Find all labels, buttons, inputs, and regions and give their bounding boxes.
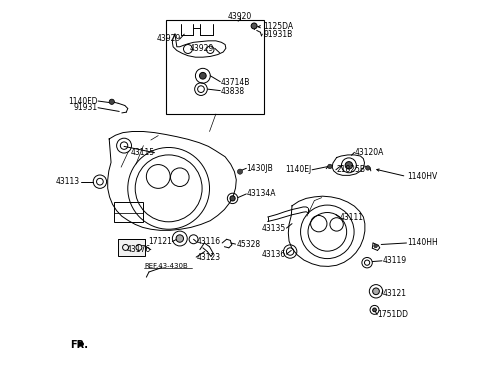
Polygon shape [80, 342, 83, 346]
Text: 21825B: 21825B [336, 165, 366, 174]
Text: 1140HH: 1140HH [407, 238, 438, 247]
Text: 1125DA: 1125DA [264, 22, 294, 31]
Text: 43135: 43135 [262, 224, 286, 233]
Text: 43920: 43920 [228, 12, 252, 21]
Circle shape [374, 244, 377, 248]
Text: 1140EJ: 1140EJ [286, 165, 312, 174]
Text: 43120A: 43120A [354, 148, 384, 157]
Circle shape [200, 72, 206, 79]
Circle shape [238, 169, 242, 174]
Text: 43115: 43115 [131, 148, 155, 157]
Text: 43176: 43176 [127, 245, 151, 254]
Text: 1751DD: 1751DD [377, 310, 408, 319]
Text: 91931: 91931 [74, 103, 98, 112]
Text: REF.43-430B: REF.43-430B [144, 263, 188, 269]
Text: 43838: 43838 [221, 87, 245, 96]
Text: 43123: 43123 [196, 253, 221, 261]
Circle shape [366, 166, 370, 170]
Circle shape [251, 23, 257, 29]
Text: 43714B: 43714B [221, 78, 250, 87]
Circle shape [328, 164, 332, 169]
Text: 1140FD: 1140FD [69, 97, 98, 106]
Text: 17121: 17121 [148, 237, 172, 246]
Text: 43111: 43111 [339, 213, 363, 222]
Text: 43929: 43929 [156, 34, 180, 44]
Text: 43121: 43121 [383, 289, 407, 298]
Text: 91931B: 91931B [264, 29, 293, 39]
Circle shape [372, 308, 376, 312]
Circle shape [345, 162, 353, 169]
Bar [167, 20, 264, 114]
Text: 1430JB: 1430JB [247, 164, 274, 173]
Circle shape [230, 196, 235, 201]
Circle shape [372, 288, 379, 295]
Text: FR.: FR. [70, 340, 88, 350]
Bar [114, 202, 143, 222]
Circle shape [176, 235, 183, 242]
Circle shape [109, 99, 114, 104]
Text: 43113: 43113 [56, 177, 80, 186]
Bar [118, 239, 145, 256]
Text: 43119: 43119 [383, 256, 407, 265]
Text: 45328: 45328 [236, 239, 261, 248]
Text: 43136: 43136 [262, 250, 286, 258]
Text: 43929: 43929 [190, 44, 214, 53]
Text: 43116: 43116 [196, 237, 221, 246]
Text: 43134A: 43134A [247, 189, 276, 198]
Text: 1140HV: 1140HV [407, 172, 437, 181]
